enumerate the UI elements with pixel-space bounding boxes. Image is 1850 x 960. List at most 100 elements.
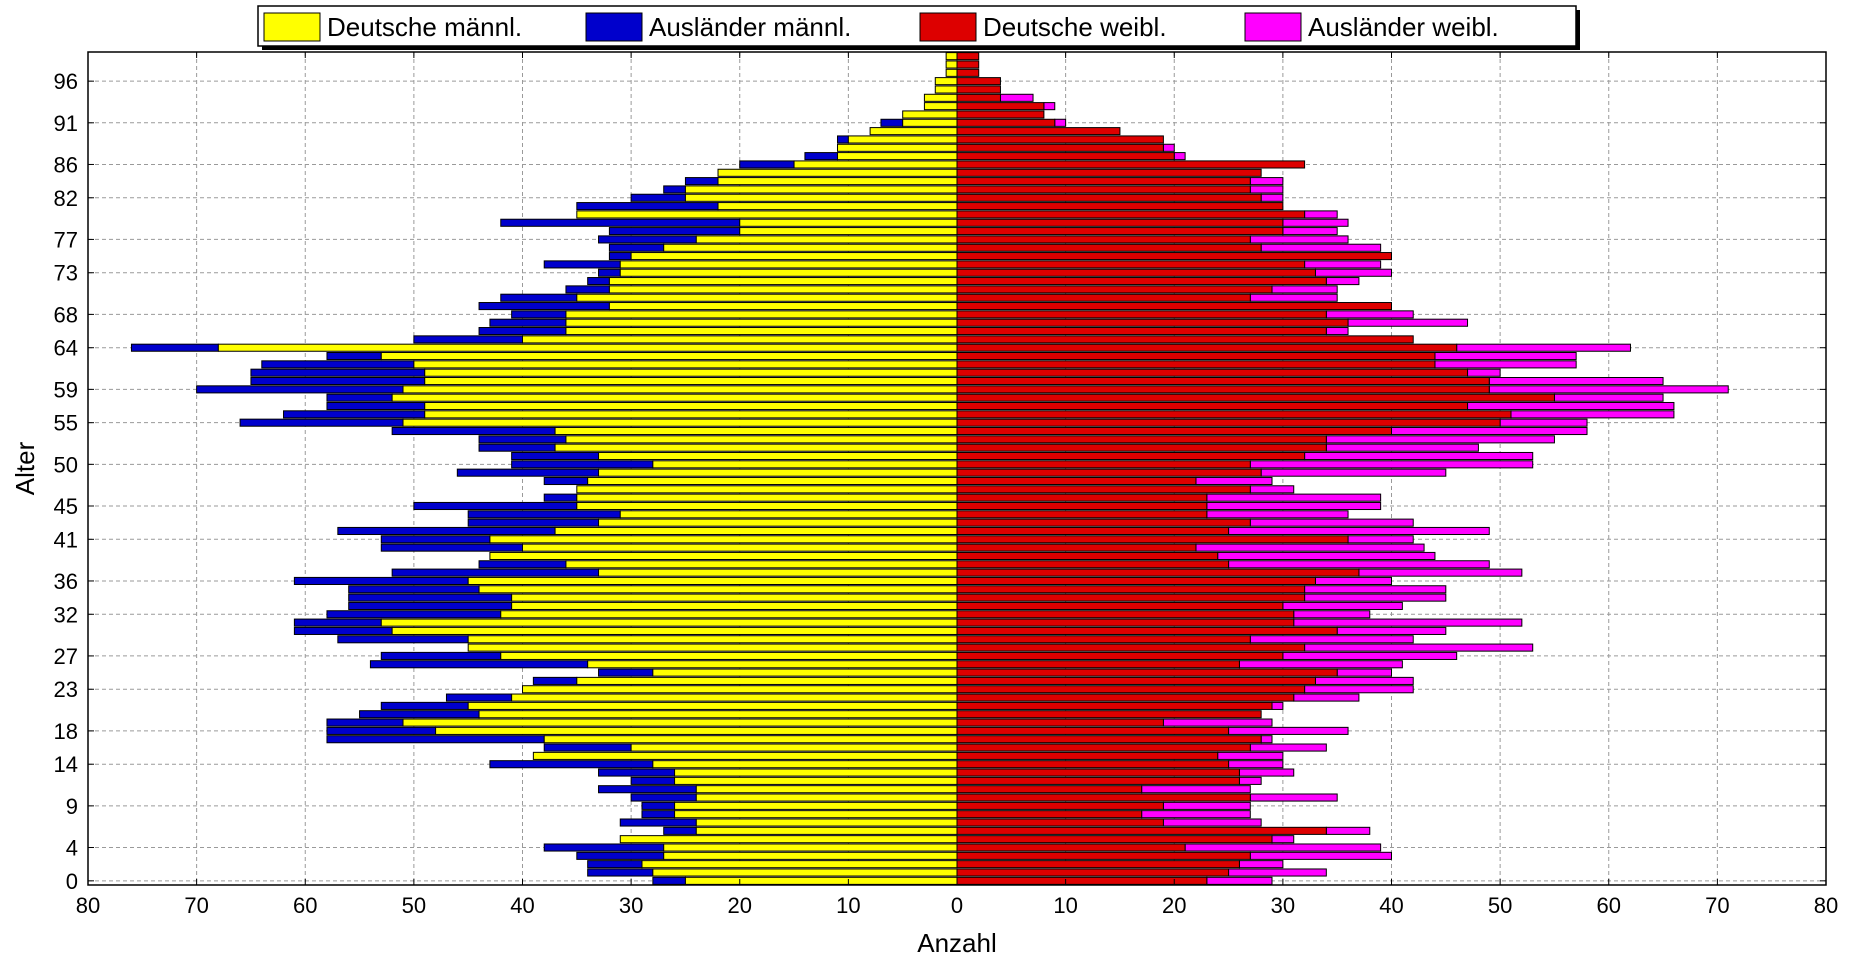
x-tick-label: 0 [951, 893, 963, 918]
bar-deutsche-maennl-age-96 [934, 77, 958, 86]
bar-auslaender-weibl-age-5 [1271, 835, 1295, 844]
bar-auslaender-maennl-age-27 [380, 651, 502, 660]
bar-deutsche-weibl-age-83 [956, 185, 1251, 194]
bar-auslaender-weibl-age-56 [1510, 410, 1675, 419]
bar-deutsche-weibl-age-10 [956, 793, 1251, 802]
bar-auslaender-weibl-age-46 [1206, 493, 1382, 502]
bar-deutsche-maennl-age-51 [598, 451, 958, 461]
bar-deutsche-weibl-age-38 [956, 560, 1230, 569]
bar-auslaender-maennl-age-60 [250, 376, 426, 386]
bar-deutsche-weibl-age-48 [956, 476, 1197, 486]
bar-auslaender-maennl-age-17 [326, 735, 545, 744]
bar-auslaender-maennl-age-38 [478, 560, 567, 569]
bar-deutsche-weibl-age-14 [956, 760, 1230, 769]
bar-deutsche-maennl-age-37 [598, 568, 958, 577]
bar-deutsche-maennl-age-56 [424, 410, 958, 419]
bar-deutsche-weibl-age-30 [956, 626, 1338, 635]
bar-deutsche-weibl-age-6 [956, 826, 1327, 835]
bar-deutsche-maennl-age-21 [467, 701, 958, 710]
bar-deutsche-maennl-age-77 [695, 235, 958, 244]
bar-auslaender-maennl-age-84 [684, 177, 719, 186]
x-tick-label: 30 [1271, 893, 1295, 918]
bar-deutsche-maennl-age-9 [674, 801, 958, 810]
bar-auslaender-maennl-age-82 [630, 193, 686, 202]
bar-deutsche-weibl-age-25 [956, 668, 1338, 677]
bar-auslaender-weibl-age-40 [1195, 543, 1425, 552]
bar-auslaender-weibl-age-18 [1228, 726, 1349, 735]
bar-deutsche-maennl-age-85 [717, 168, 958, 177]
bar-deutsche-maennl-age-5 [619, 835, 958, 844]
x-tick-label: 20 [728, 893, 752, 918]
bar-auslaender-weibl-age-57 [1467, 401, 1675, 411]
bar-auslaender-weibl-age-70 [1249, 293, 1338, 302]
bar-auslaender-maennl-age-20 [359, 710, 480, 719]
bar-auslaender-weibl-age-23 [1304, 685, 1414, 694]
x-tick-label: 70 [1705, 893, 1729, 918]
bar-deutsche-maennl-age-75 [630, 252, 958, 261]
bar-auslaender-weibl-age-31 [1293, 618, 1523, 627]
bar-auslaender-weibl-age-37 [1358, 568, 1523, 577]
bar-auslaender-weibl-age-13 [1238, 768, 1295, 777]
bar-auslaender-maennl-age-21 [380, 701, 469, 710]
bar-deutsche-maennl-age-3 [663, 851, 958, 860]
bar-deutsche-weibl-age-42 [956, 526, 1230, 536]
bar-auslaender-weibl-age-36 [1314, 576, 1393, 585]
bar-deutsche-maennl-age-84 [717, 177, 958, 186]
bar-deutsche-weibl-age-9 [956, 801, 1164, 810]
bar-deutsche-weibl-age-63 [956, 352, 1436, 361]
bar-deutsche-maennl-age-32 [500, 610, 958, 619]
bar-deutsche-maennl-age-42 [554, 526, 958, 536]
bar-auslaender-weibl-age-29 [1249, 635, 1414, 644]
bar-auslaender-maennl-age-44 [467, 510, 621, 519]
bar-auslaender-maennl-age-52 [478, 443, 556, 452]
bar-auslaender-weibl-age-73 [1314, 268, 1393, 277]
bar-deutsche-maennl-age-24 [576, 676, 958, 685]
bar-deutsche-maennl-age-47 [576, 485, 958, 494]
bar-deutsche-weibl-age-8 [956, 810, 1143, 819]
bar-deutsche-maennl-age-86 [793, 160, 958, 169]
bar-auslaender-maennl-age-31 [293, 618, 382, 627]
y-tick-label: 73 [54, 261, 78, 286]
bar-deutsche-maennl-age-40 [522, 543, 958, 552]
y-tick-label: 64 [54, 336, 78, 361]
bar-deutsche-weibl-age-55 [956, 418, 1501, 427]
bar-deutsche-weibl-age-86 [956, 160, 1306, 169]
bar-auslaender-weibl-age-28 [1304, 643, 1534, 652]
bar-auslaender-maennl-age-49 [456, 468, 600, 477]
bar-auslaender-maennl-age-25 [598, 668, 654, 677]
bar-deutsche-weibl-age-84 [956, 177, 1251, 186]
bar-auslaender-weibl-age-53 [1325, 435, 1555, 444]
bar-auslaender-maennl-age-58 [326, 393, 393, 402]
bar-deutsche-maennl-age-11 [695, 785, 958, 794]
bar-auslaender-weibl-age-79 [1282, 218, 1349, 227]
bar-deutsche-maennl-age-54 [554, 426, 958, 436]
bar-deutsche-maennl-age-92 [902, 110, 958, 119]
bar-deutsche-maennl-age-66 [565, 327, 958, 336]
bar-auslaender-weibl-age-60 [1488, 376, 1664, 386]
bar-deutsche-maennl-age-53 [565, 435, 958, 444]
bar-auslaender-maennl-age-7 [619, 818, 697, 827]
bar-deutsche-maennl-age-22 [511, 693, 958, 702]
bar-deutsche-maennl-age-57 [424, 401, 958, 411]
bar-auslaender-maennl-age-79 [500, 218, 741, 227]
y-tick-label: 82 [54, 186, 78, 211]
bar-deutsche-weibl-age-13 [956, 768, 1240, 777]
bars-group [130, 52, 1729, 885]
bar-deutsche-weibl-age-53 [956, 435, 1327, 444]
bar-deutsche-maennl-age-16 [630, 743, 958, 752]
bar-deutsche-maennl-age-73 [619, 268, 958, 277]
y-tick-label: 36 [54, 569, 78, 594]
bar-deutsche-maennl-age-69 [608, 302, 958, 311]
bar-auslaender-maennl-age-77 [598, 235, 697, 244]
bar-deutsche-weibl-age-87 [956, 152, 1175, 161]
bar-auslaender-weibl-age-15 [1217, 751, 1284, 760]
bar-auslaender-maennl-age-0 [652, 876, 686, 885]
bar-auslaender-weibl-age-94 [999, 93, 1034, 102]
bar-deutsche-weibl-age-51 [956, 451, 1306, 461]
bar-deutsche-weibl-age-77 [956, 235, 1251, 244]
bar-auslaender-weibl-age-32 [1293, 610, 1371, 619]
bar-deutsche-maennl-age-50 [652, 460, 958, 469]
legend-label-auslaender_maennl: Ausländer männl. [649, 12, 851, 42]
bar-deutsche-weibl-age-67 [956, 318, 1349, 327]
